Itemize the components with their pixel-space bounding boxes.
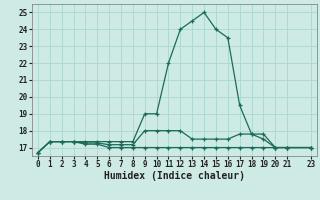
X-axis label: Humidex (Indice chaleur): Humidex (Indice chaleur)	[104, 171, 245, 181]
